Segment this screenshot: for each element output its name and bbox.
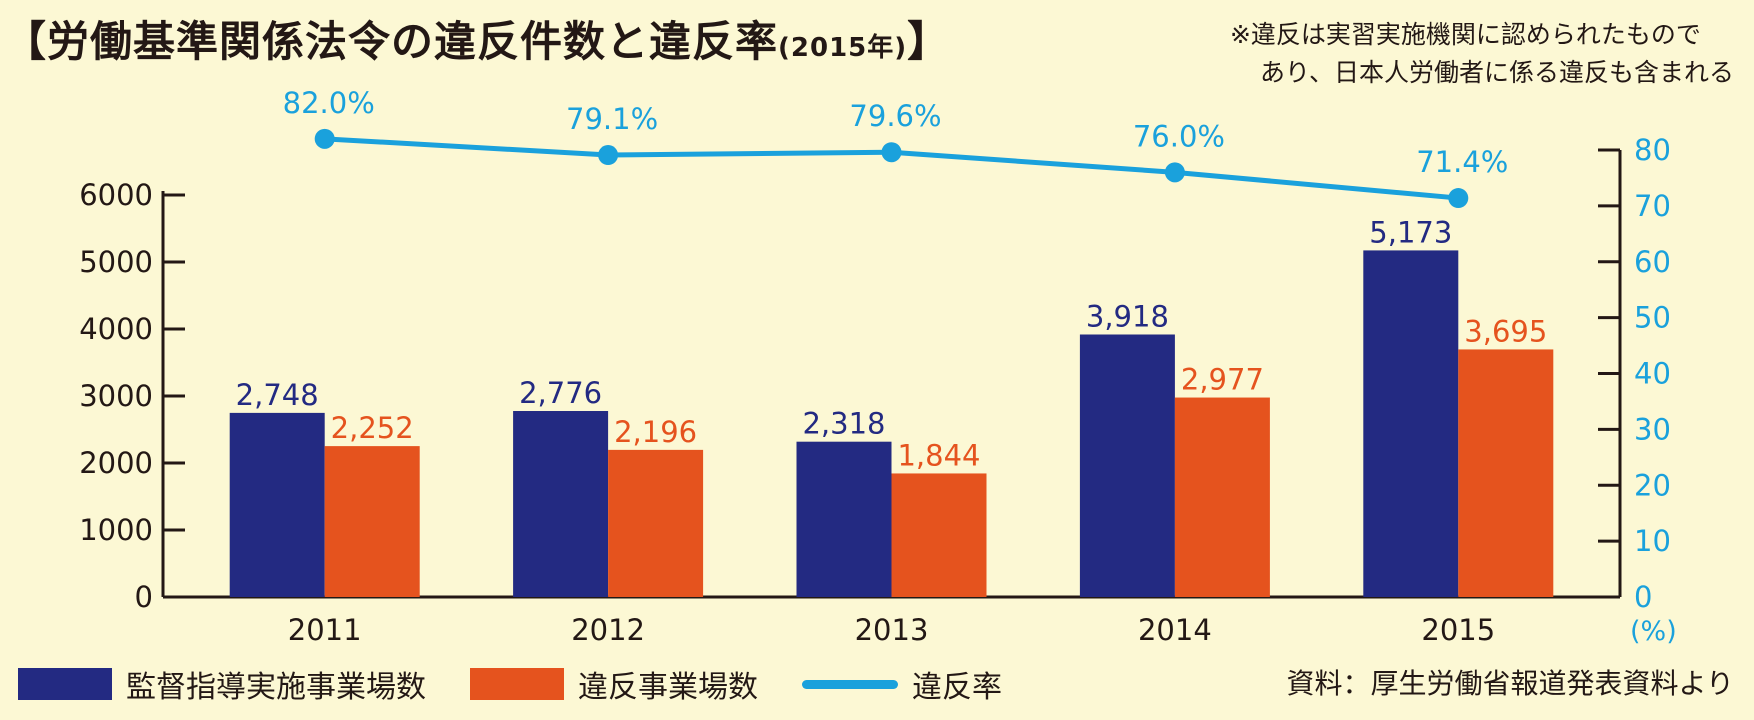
data-label-violations: 3,695 xyxy=(1464,314,1547,348)
legend: 監督指導実施事業場数 違反事業場数 違反率 xyxy=(18,662,1046,706)
left-axis-tick-label: 5000 xyxy=(79,245,153,279)
source-note: 資料：厚生労働省報道発表資料より xyxy=(1286,667,1734,700)
right-axis-tick-label: 80 xyxy=(1634,133,1671,167)
right-axis-tick-label: 10 xyxy=(1634,524,1671,558)
title-sub: (2015年) xyxy=(778,33,908,63)
x-axis-tick-label: 2015 xyxy=(1421,613,1495,647)
right-axis-tick-label: 60 xyxy=(1634,245,1671,279)
bar-violations xyxy=(1458,349,1554,597)
marker-rate xyxy=(598,145,619,166)
data-label-inspected: 3,918 xyxy=(1086,299,1169,333)
legend-item-inspected: 監督指導実施事業場数 xyxy=(18,662,426,706)
title-bracket-open: 【 xyxy=(4,17,48,66)
data-label-inspected: 5,173 xyxy=(1369,215,1452,249)
left-axis-tick-label: 2000 xyxy=(79,446,153,480)
x-axis-tick-label: 2013 xyxy=(855,613,929,647)
data-label-rate: 79.1% xyxy=(566,102,658,136)
data-label-rate: 71.4% xyxy=(1416,145,1508,179)
bar-inspected xyxy=(513,411,609,597)
legend-item-violations: 違反事業場数 xyxy=(470,662,758,706)
data-label-violations: 2,196 xyxy=(614,415,697,449)
legend-swatch-inspected xyxy=(18,668,112,700)
note-line-1: ※違反は実習実施機関に認められたもので xyxy=(1229,20,1701,49)
left-axis-tick-label: 6000 xyxy=(79,178,153,212)
chart-area: 0 1000 2000 3000 4000 5000 6000 0 10 20 30 40 50 60 70… xyxy=(79,86,1677,647)
bar-inspected xyxy=(796,441,892,597)
x-axis-tick-label: 2011 xyxy=(288,613,362,647)
legend-label-violations: 違反事業場数 xyxy=(578,670,758,705)
bar-violations xyxy=(608,449,704,597)
chart-title: 【労働基準関係法令の違反件数と違反率(2015年)】 xyxy=(4,8,950,69)
data-label-inspected: 2,776 xyxy=(519,376,602,410)
data-label-inspected: 2,748 xyxy=(236,378,319,412)
data-label-inspected: 2,318 xyxy=(802,407,885,441)
data-label-violations: 1,844 xyxy=(897,438,980,472)
left-axis-tick-label: 0 xyxy=(135,580,153,614)
left-axis-tick-label: 1000 xyxy=(79,513,153,547)
legend-label-rate: 違反率 xyxy=(912,670,1002,705)
x-axis-tick-label: 2014 xyxy=(1138,613,1212,647)
bar-violations xyxy=(324,446,420,597)
data-label-rate: 76.0% xyxy=(1133,119,1225,153)
data-label-rate: 79.6% xyxy=(849,99,941,133)
note-line-2: あり、日本人労働者に係る違反も含まれる xyxy=(1259,58,1734,87)
title-bracket-close: 】 xyxy=(907,17,951,66)
left-axis-tick-label: 3000 xyxy=(79,379,153,413)
x-axis-tick-label: 2012 xyxy=(571,613,645,647)
bar-violations xyxy=(891,473,987,597)
data-label-violations: 2,252 xyxy=(331,411,414,445)
title-main: 労働基準関係法令の違反件数と違反率 xyxy=(47,17,779,66)
right-axis-tick-label: 30 xyxy=(1634,412,1671,446)
bar-violations xyxy=(1174,397,1270,597)
right-axis-tick-label: 40 xyxy=(1634,357,1671,391)
bar-inspected xyxy=(1079,334,1175,597)
right-axis-tick-label: 70 xyxy=(1634,189,1671,223)
marker-rate xyxy=(1164,162,1185,183)
legend-swatch-violations xyxy=(470,668,564,700)
note: ※違反は実習実施機関に認められたもので あり、日本人労働者に係る違反も含まれる xyxy=(1230,16,1734,92)
marker-rate xyxy=(1448,188,1469,209)
bar-inspected xyxy=(1363,250,1459,597)
marker-rate xyxy=(314,128,335,149)
right-axis-tick-label: 20 xyxy=(1634,468,1671,502)
data-label-violations: 2,977 xyxy=(1181,363,1264,397)
right-axis-tick-label: 50 xyxy=(1634,301,1671,335)
marker-rate xyxy=(881,142,902,163)
legend-label-inspected: 監督指導実施事業場数 xyxy=(126,670,426,705)
data-label-rate: 82.0% xyxy=(283,86,375,120)
legend-item-rate: 違反率 xyxy=(802,662,1002,706)
legend-swatch-rate xyxy=(802,679,898,689)
right-axis-tick-label: 0 xyxy=(1634,580,1652,614)
bar-inspected xyxy=(229,412,325,597)
left-axis-tick-label: 4000 xyxy=(79,312,153,346)
right-axis-unit: (%) xyxy=(1630,616,1677,647)
